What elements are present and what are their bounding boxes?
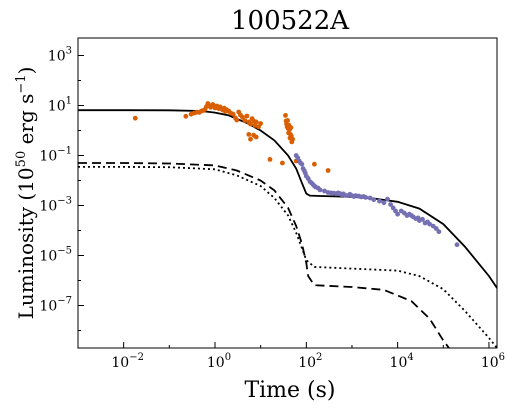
y-tick-label-0-exp: −7 [57,296,72,307]
y-axis-label-close: ) [14,67,38,75]
series-3-point-40 [253,119,259,125]
series-4-point-37 [371,197,377,203]
series-3-point-65 [312,161,317,167]
series-3-point-42 [258,121,263,126]
x-tick-label-3-exp: 4 [407,352,413,363]
series-4-point-44 [395,211,400,217]
series-3-point-61 [290,136,295,142]
series-3-point-63 [280,160,285,166]
y-tick-label-5-base: 10 [48,48,66,64]
y-tick-label-1-base: 10 [39,249,57,265]
series-3-point-33 [242,118,248,123]
y-tick-label-5-exp: 3 [66,45,72,56]
x-tick-label-0: 10−2 [111,352,144,371]
series-2-dotted-line [78,166,497,348]
series-4-point-36 [367,195,373,201]
series-3-point-62 [267,157,273,162]
y-tick-label-0: 10−7 [39,296,72,315]
y-tick-label-2-exp: −3 [57,196,72,207]
y-axis-label-head: Luminosity (10 [14,167,38,319]
chart-title: 100522A [231,6,350,36]
series-3-point-66 [325,168,331,173]
series-3-point-36 [248,121,253,127]
y-tick-label-2: 10−3 [39,196,72,215]
x-tick-label-3-base: 10 [390,355,408,371]
series-4-point-41 [388,202,393,207]
series-0-solid-line [78,109,497,289]
y-axis-label-tail-exp: −1 [14,74,29,93]
series-1-dashed-line [78,162,451,348]
y-axis-label-exp: 50 [14,151,29,168]
x-axis-label: Time (s) [244,378,335,403]
series-3-point-1 [183,113,189,119]
series-4-point-39 [381,200,387,206]
series-3-point-0 [132,115,138,121]
y-axis-label-tail: erg s [14,94,38,151]
series-3-point-29 [234,117,240,123]
x-tick-label-2: 102 [298,352,322,371]
series-3-point-43 [246,132,252,137]
x-tick-label-2-exp: 2 [316,352,322,363]
y-tick-label-3-base: 10 [39,148,57,164]
series-3-markers [132,101,331,173]
x-tick-label-0-base: 10 [111,355,129,371]
series-3-point-27 [230,111,236,117]
series-4-point-40 [385,196,390,202]
y-tick-label-0-base: 10 [39,299,57,315]
series-4-point-4 [299,161,305,167]
y-tick-label-5: 103 [48,45,72,64]
x-tick-label-1: 100 [207,352,231,371]
y-tick-label-4-base: 10 [48,98,66,114]
plot-frame [77,37,498,349]
x-tick-label-3: 104 [390,352,414,371]
x-tick-label-4-exp: 6 [499,352,505,363]
x-tick-label-2-base: 10 [298,355,316,371]
y-tick-label-4-exp: 1 [66,95,72,106]
series-3-point-46 [253,134,259,140]
y-tick-label-3: 10−1 [39,145,72,164]
x-tick-label-0-exp: −2 [129,352,144,363]
series-4-point-61 [454,242,460,248]
y-tick-label-4: 101 [48,95,72,114]
series-4-point-17 [322,188,327,194]
series-4-point-35 [363,195,369,200]
series-4-point-59 [433,226,439,231]
x-tick-label-4: 106 [481,352,505,371]
series-4-point-54 [420,216,425,222]
series-3-point-47 [283,113,288,118]
series-3-point-51 [285,118,290,123]
series-4-point-57 [427,221,432,227]
x-tick-label-1-exp: 0 [225,352,231,363]
y-tick-label-1: 10−5 [39,246,72,265]
series-4-point-16 [317,187,323,193]
series-3-point-44 [248,136,253,142]
y-axis-label: Luminosity (1050 erg s−1) [14,67,38,320]
series-4-markers [293,153,460,248]
x-tick-label-4-base: 10 [481,355,499,371]
y-tick-label-1-exp: −5 [57,246,72,257]
x-tick-label-1-base: 10 [207,355,225,371]
series-3-point-34 [244,113,250,119]
series-layer [78,101,497,348]
y-tick-label-2-base: 10 [39,199,57,215]
y-tick-label-3-exp: −1 [57,145,72,156]
series-4-point-38 [377,198,382,204]
series-3-point-58 [288,125,294,130]
series-4-point-60 [436,229,442,235]
